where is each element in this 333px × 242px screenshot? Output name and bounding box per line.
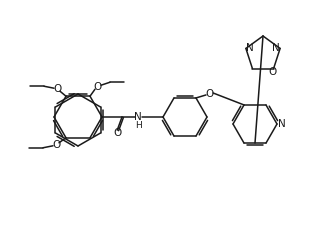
Text: N: N xyxy=(272,43,280,53)
Text: O: O xyxy=(93,82,101,92)
Text: H: H xyxy=(135,121,142,130)
Text: N: N xyxy=(134,112,142,122)
Text: O: O xyxy=(113,128,121,138)
Text: O: O xyxy=(205,89,213,99)
Text: O: O xyxy=(54,84,62,94)
Text: O: O xyxy=(53,140,61,150)
Text: N: N xyxy=(246,43,254,53)
Text: O: O xyxy=(268,67,277,76)
Text: N: N xyxy=(278,119,286,129)
